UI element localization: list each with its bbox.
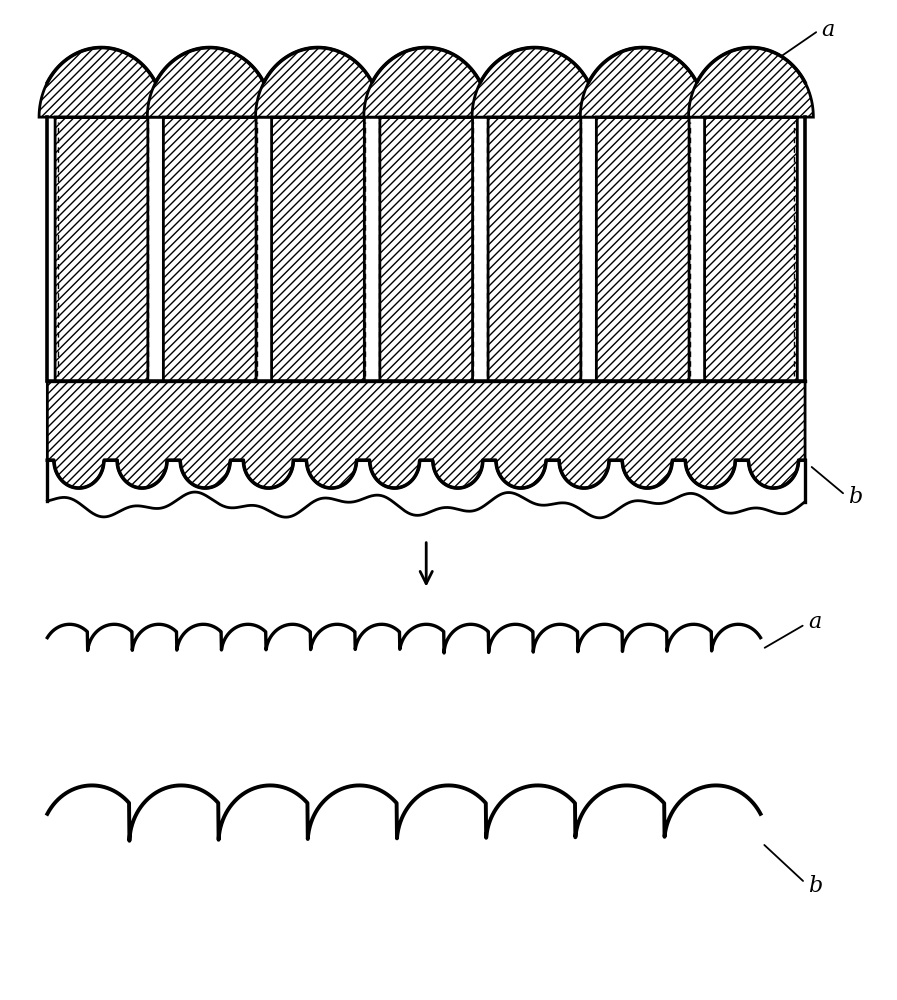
Polygon shape <box>48 460 806 518</box>
Polygon shape <box>364 48 489 381</box>
Polygon shape <box>256 48 380 381</box>
Polygon shape <box>147 48 272 381</box>
Polygon shape <box>39 48 164 381</box>
Text: b: b <box>848 486 862 508</box>
Text: a: a <box>808 611 821 633</box>
Polygon shape <box>689 48 814 381</box>
Polygon shape <box>48 381 806 488</box>
Polygon shape <box>580 48 705 381</box>
Polygon shape <box>472 48 597 381</box>
Text: b: b <box>808 875 822 897</box>
Text: a: a <box>821 19 834 41</box>
